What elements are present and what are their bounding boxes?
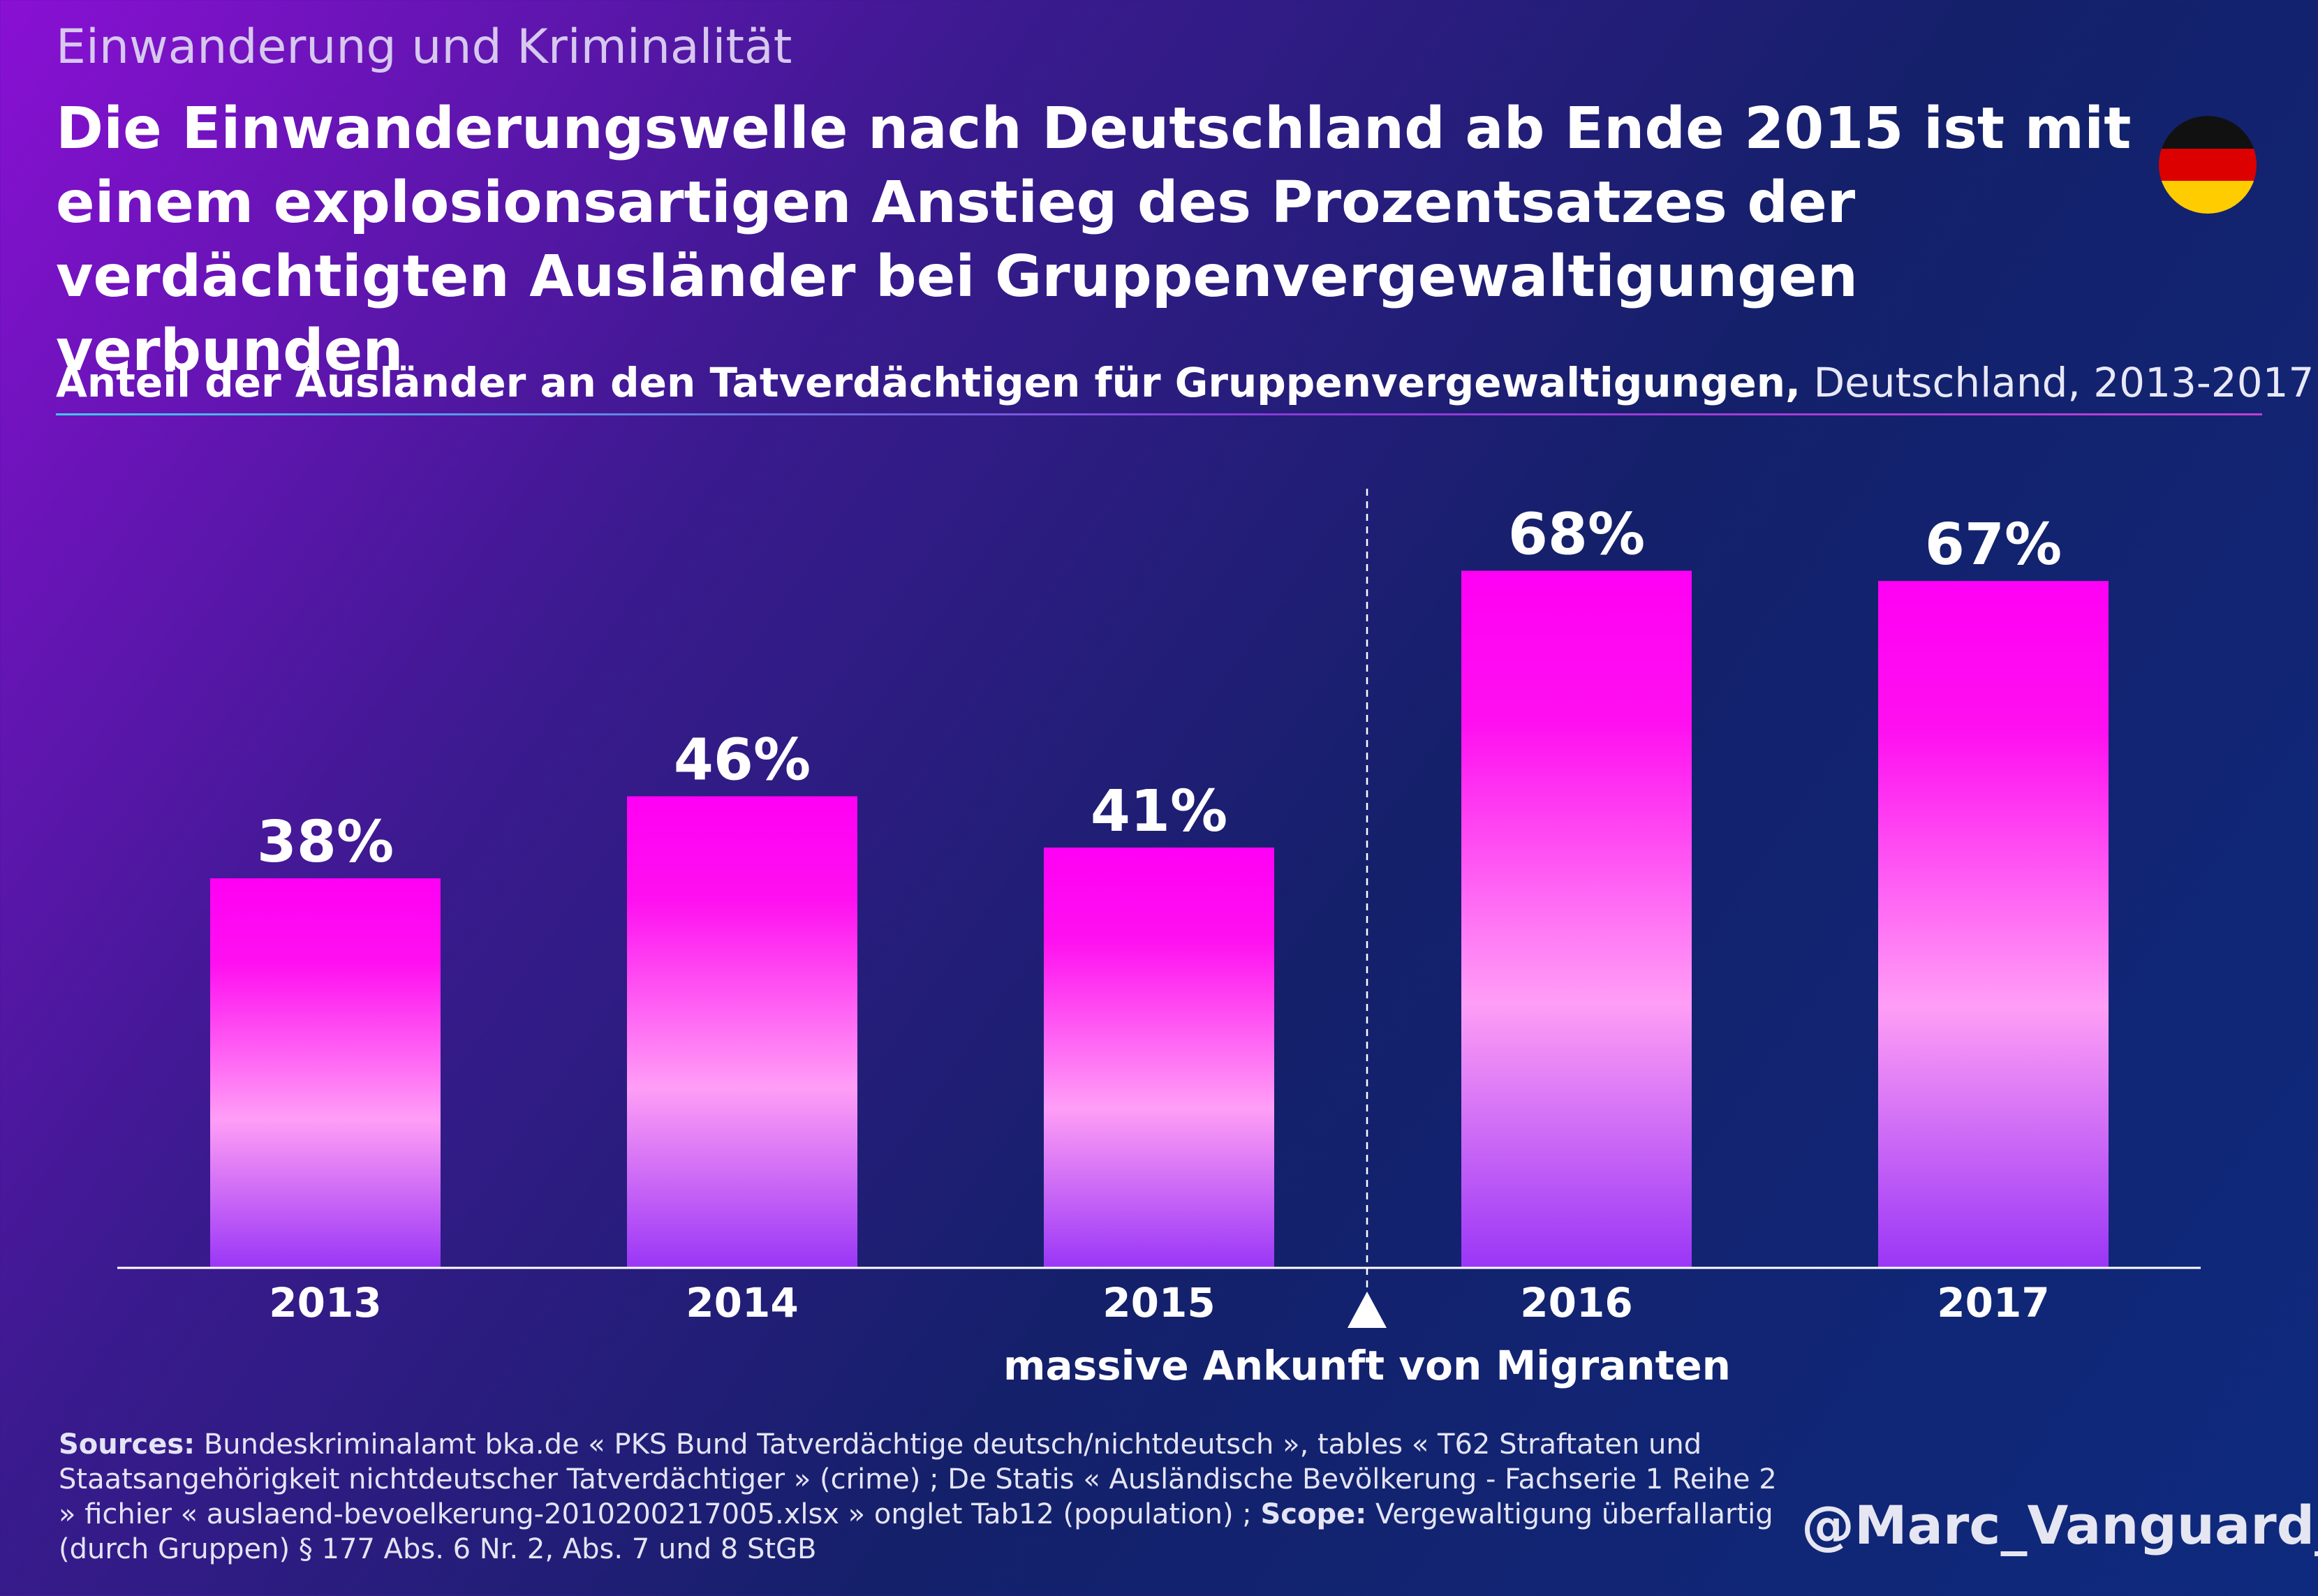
subtitle-underline — [56, 413, 2262, 415]
chart-subtitle-light: Deutschland, 2013-2017 — [1801, 359, 2315, 406]
sources-label: Sources: — [59, 1428, 195, 1461]
flag-stripe-red — [2159, 148, 2257, 182]
migration-annotation: massive Ankunft von Migranten — [1003, 1342, 1731, 1389]
sources-note: Sources: Bundeskriminalamt bka.de « PKS … — [59, 1427, 1790, 1567]
sources-text: Bundeskriminalamt bka.de « PKS Bund Tatv… — [59, 1428, 1777, 1530]
value-labels: 38% 46% 41% 68% 67% — [257, 501, 2062, 875]
x-tick-label-2014: 2014 — [686, 1279, 798, 1327]
bar-chart: massive Ankunft von Migranten 2013 2014 20… — [117, 489, 2201, 1389]
value-label-2013: 38% — [257, 809, 394, 875]
bar-2015 — [1044, 847, 1274, 1268]
chart-subtitle-bold: Anteil der Ausländer an den Tatverdächti… — [56, 359, 1801, 406]
x-tick-label-2013: 2013 — [269, 1279, 381, 1327]
x-tick-label-2015: 2015 — [1102, 1279, 1215, 1327]
author-handle: @Marc_Vanguard_i — [1801, 1494, 2318, 1556]
headline: Die Einwanderungswelle nach Deutschland … — [56, 96, 2132, 384]
bar-2016 — [1461, 570, 1692, 1268]
flag-stripe-black — [2159, 116, 2257, 149]
kicker-title: Einwanderung und Kriminalität — [56, 20, 792, 75]
value-label-2015: 41% — [1091, 778, 1227, 845]
germany-flag-icon — [2159, 116, 2257, 214]
x-tick-label-2016: 2016 — [1520, 1279, 1632, 1327]
value-label-2016: 68% — [1508, 501, 1645, 568]
value-label-2017: 67% — [1925, 512, 2062, 578]
bar-2014 — [627, 796, 857, 1268]
chart-subtitle: Anteil der Ausländer an den Tatverdächti… — [56, 355, 2314, 411]
scope-text: Vergewaltigung überfallartig (durch Grup… — [59, 1498, 1773, 1565]
bar-2013 — [210, 878, 441, 1268]
x-axis-labels: 2013 2014 2015 2016 2017 — [269, 1279, 2049, 1327]
scope-label: Scope: — [1260, 1498, 1367, 1530]
bars-layer — [210, 570, 2109, 1268]
value-label-2014: 46% — [674, 727, 811, 794]
migration-marker-triangle-icon — [1348, 1292, 1387, 1328]
bar-2017 — [1878, 581, 2109, 1268]
x-tick-label-2017: 2017 — [1937, 1279, 2049, 1327]
flag-stripe-gold — [2159, 181, 2257, 214]
